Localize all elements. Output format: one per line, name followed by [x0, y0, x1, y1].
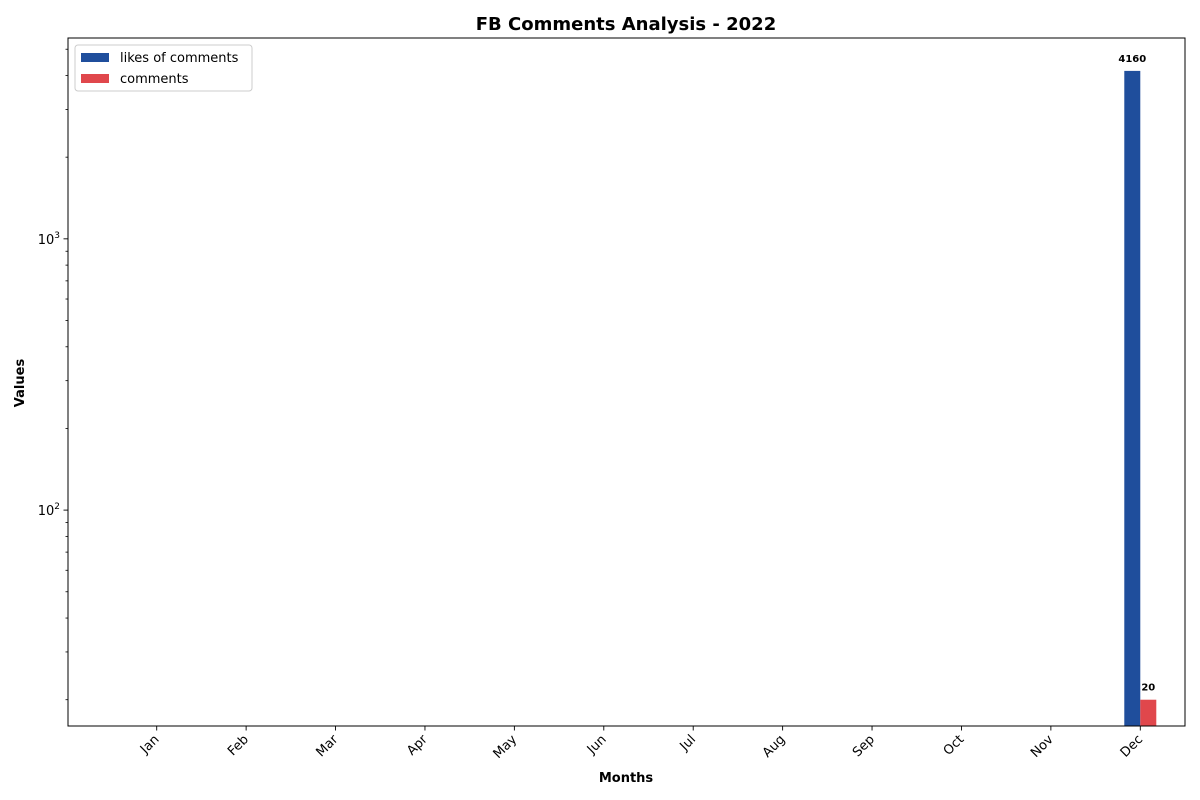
- y-axis-label: Values: [13, 359, 28, 408]
- x-tick-label: Jan: [137, 732, 162, 757]
- data-label: 20: [1141, 683, 1155, 694]
- legend-entry: comments: [120, 72, 189, 87]
- x-tick-label: Dec: [1118, 732, 1146, 760]
- x-tick-label: Nov: [1028, 732, 1057, 761]
- x-tick-label: Oct: [941, 732, 968, 759]
- x-tick-label: Apr: [404, 732, 431, 759]
- x-tick-label: Mar: [313, 732, 341, 760]
- y-tick-label: 103: [38, 231, 60, 248]
- bar-likes-of-comments-Dec: [1124, 70, 1141, 726]
- x-tick-label: Aug: [760, 732, 789, 761]
- bar-comments-Dec: [1140, 699, 1157, 726]
- y-tick-label: 102: [38, 502, 60, 519]
- legend-entry: likes of comments: [120, 51, 239, 66]
- plot-frame: [67, 37, 1186, 727]
- legend-swatch: [81, 74, 109, 83]
- x-tick-label: May: [491, 732, 521, 762]
- legend-swatch: [81, 53, 109, 62]
- legend: likes of comments comments: [74, 44, 253, 92]
- x-axis-label: Months: [599, 771, 654, 786]
- legend-box: [74, 44, 253, 92]
- data-label: 4160: [1118, 54, 1146, 65]
- x-tick-label: Feb: [225, 732, 252, 759]
- plot-area: 102 103 4160 20 Jan Feb Mar Apr May Jun Jul Aug Sep O…: [38, 37, 1186, 762]
- chart-title: FB Comments Analysis - 2022: [476, 14, 776, 35]
- x-tick-label: Jun: [584, 732, 610, 758]
- x-tick-label: Jul: [677, 732, 699, 754]
- x-tick-label: Sep: [850, 732, 878, 760]
